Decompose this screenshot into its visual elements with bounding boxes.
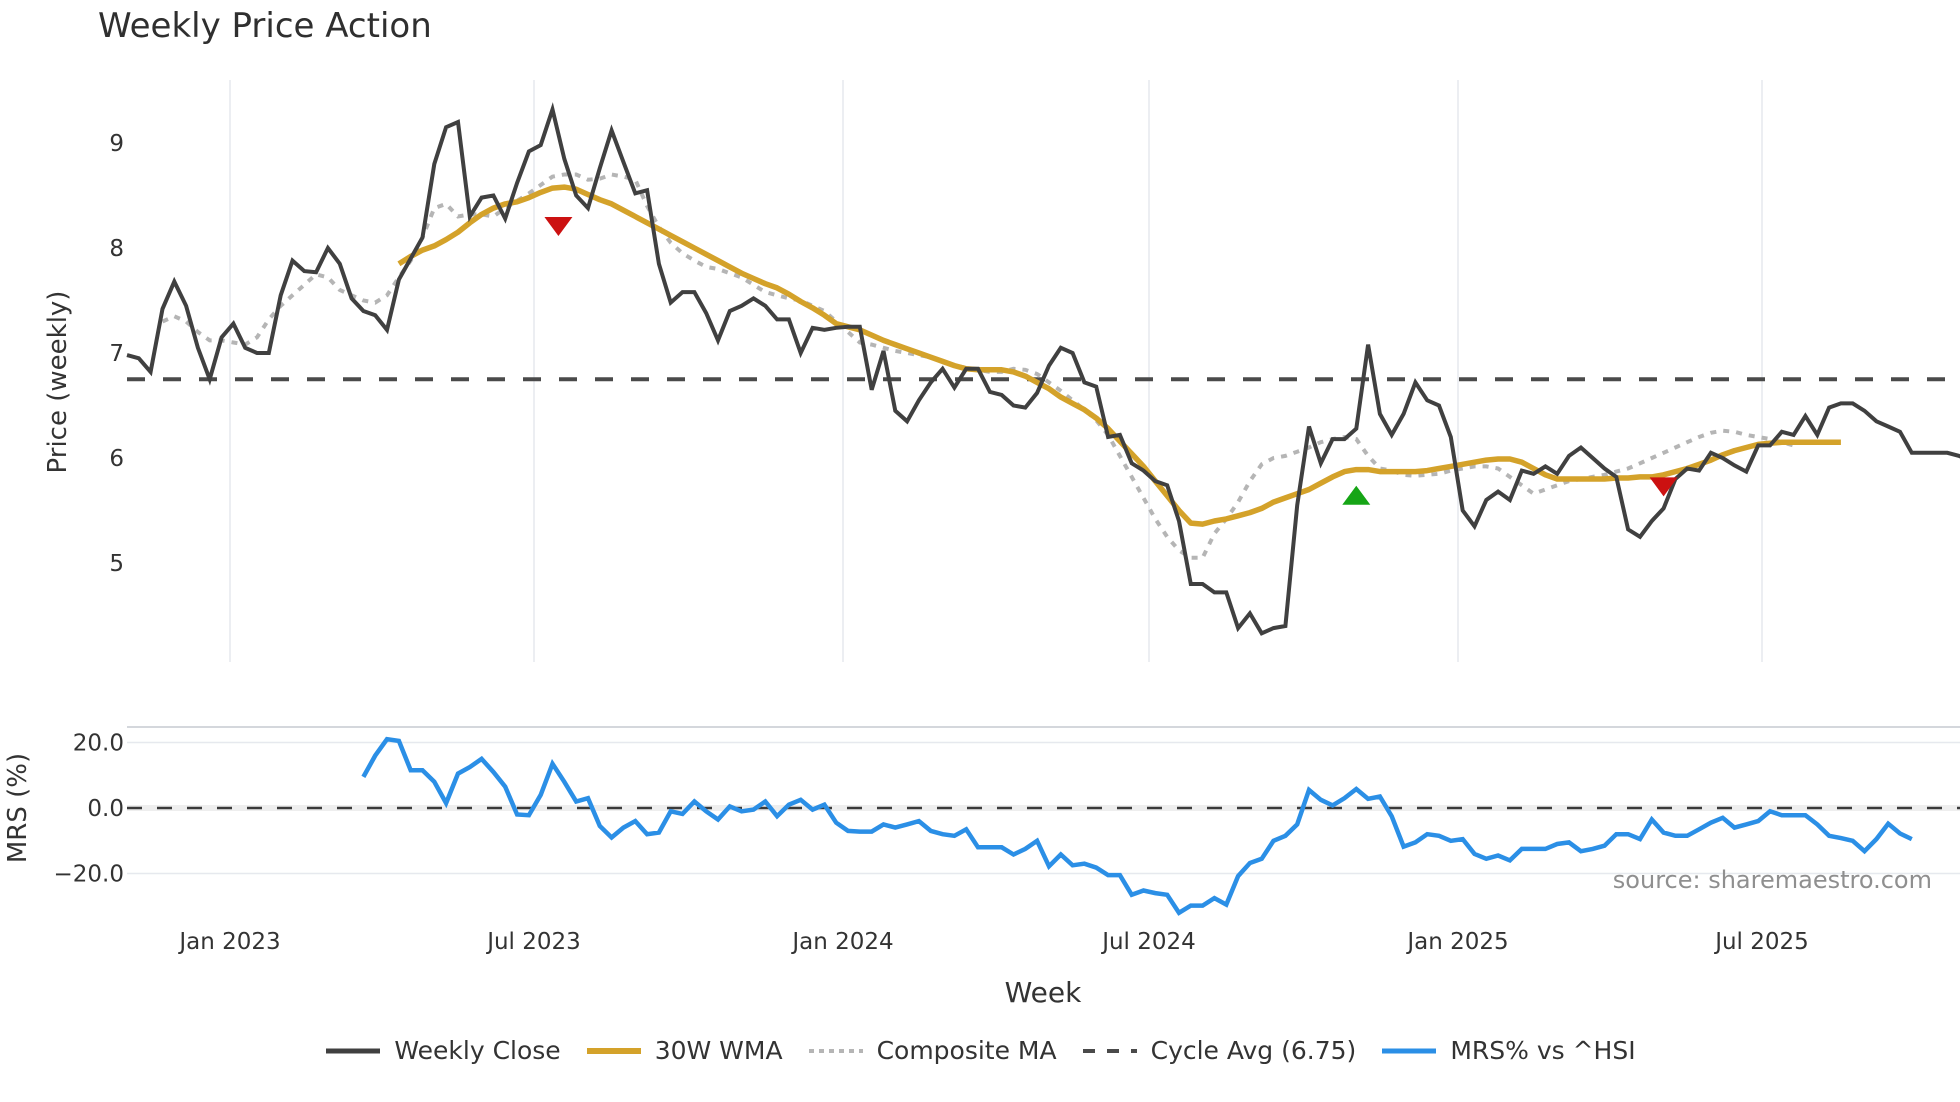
axis-ticks: 9 8 7 6 5 20.0 0.0 −20.0 Jan 2023 Jul 2023 Jan 202… xyxy=(54,131,1809,955)
dashed-line-icon xyxy=(1082,1048,1137,1053)
legend-item-30w-wma[interactable]: 30W WMA xyxy=(585,1036,783,1065)
sell-signal-icon xyxy=(1649,477,1678,497)
x-tick: Jan 2025 xyxy=(1405,929,1508,955)
legend-label: MRS% vs ^HSI xyxy=(1450,1036,1636,1065)
legend-item-composite-ma[interactable]: Composite MA xyxy=(807,1036,1057,1065)
sell-signal-icon xyxy=(544,217,573,236)
legend-label: Cycle Avg (6.75) xyxy=(1150,1036,1357,1065)
weekly-close-line xyxy=(126,102,1960,636)
mrs-line xyxy=(361,736,1913,916)
x-tick: Jul 2024 xyxy=(1100,929,1196,955)
solid-line-icon xyxy=(326,1048,381,1053)
price-y-tick: 6 xyxy=(109,446,124,472)
solid-line-icon xyxy=(1382,1048,1437,1053)
composite-ma-line xyxy=(161,172,1795,560)
buy-signal-icon xyxy=(1342,485,1371,505)
mrs-y-tick: 0.0 xyxy=(87,796,124,822)
legend-label: Composite MA xyxy=(876,1036,1057,1065)
price-y-tick: 8 xyxy=(109,236,124,262)
wma-line xyxy=(397,184,1841,527)
solid-line-icon xyxy=(586,1047,641,1054)
dotted-line-icon xyxy=(808,1048,863,1053)
x-axis-label: Week xyxy=(1004,976,1082,1009)
legend-item-weekly-close[interactable]: Weekly Close xyxy=(324,1036,561,1065)
chart-title: Weekly Price Action xyxy=(98,6,432,46)
price-y-tick: 7 xyxy=(109,341,124,367)
legend-label: 30W WMA xyxy=(654,1036,783,1065)
x-tick: Jan 2023 xyxy=(177,929,280,955)
x-tick: Jul 2023 xyxy=(485,929,581,955)
mrs-y-tick: −20.0 xyxy=(54,862,124,888)
legend-label: Weekly Close xyxy=(394,1036,561,1065)
mrs-panel xyxy=(127,736,1960,916)
legend: Weekly Close 30W WMA Composite MA Cycle … xyxy=(0,1036,1960,1065)
price-y-tick: 9 xyxy=(109,131,124,157)
x-tick: Jan 2024 xyxy=(790,929,893,955)
legend-item-cycle-avg[interactable]: Cycle Avg (6.75) xyxy=(1081,1036,1357,1065)
price-panel xyxy=(126,102,1960,636)
mrs-y-tick: 20.0 xyxy=(73,731,124,757)
x-tick: Jul 2025 xyxy=(1713,929,1809,955)
source-note: source: sharemaestro.com xyxy=(1612,866,1932,894)
legend-item-mrs[interactable]: MRS% vs ^HSI xyxy=(1380,1036,1636,1065)
price-y-tick: 5 xyxy=(109,551,124,577)
